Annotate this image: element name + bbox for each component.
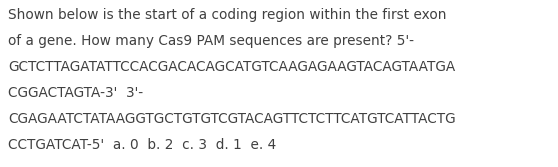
Text: CCTGATCAT-5'  a. 0  b. 2  c. 3  d. 1  e. 4: CCTGATCAT-5' a. 0 b. 2 c. 3 d. 1 e. 4 bbox=[8, 138, 276, 152]
Text: CGAGAATCTATAAGGTGCTGTGTCGTACAGTTCTCTTCATGTCATTACTG: CGAGAATCTATAAGGTGCTGTGTCGTACAGTTCTCTTCAT… bbox=[8, 112, 456, 126]
Text: of a gene. How many Cas9 PAM sequences are present? 5'-: of a gene. How many Cas9 PAM sequences a… bbox=[8, 34, 414, 48]
Text: GCTCTTAGATATTCCACGACACAGCATGTCAAGAGAAGTACAGTAATGA: GCTCTTAGATATTCCACGACACAGCATGTCAAGAGAAGTA… bbox=[8, 60, 455, 74]
Text: CGGACTAGTA-3'  3'-: CGGACTAGTA-3' 3'- bbox=[8, 86, 143, 100]
Text: Shown below is the start of a coding region within the first exon: Shown below is the start of a coding reg… bbox=[8, 8, 446, 22]
